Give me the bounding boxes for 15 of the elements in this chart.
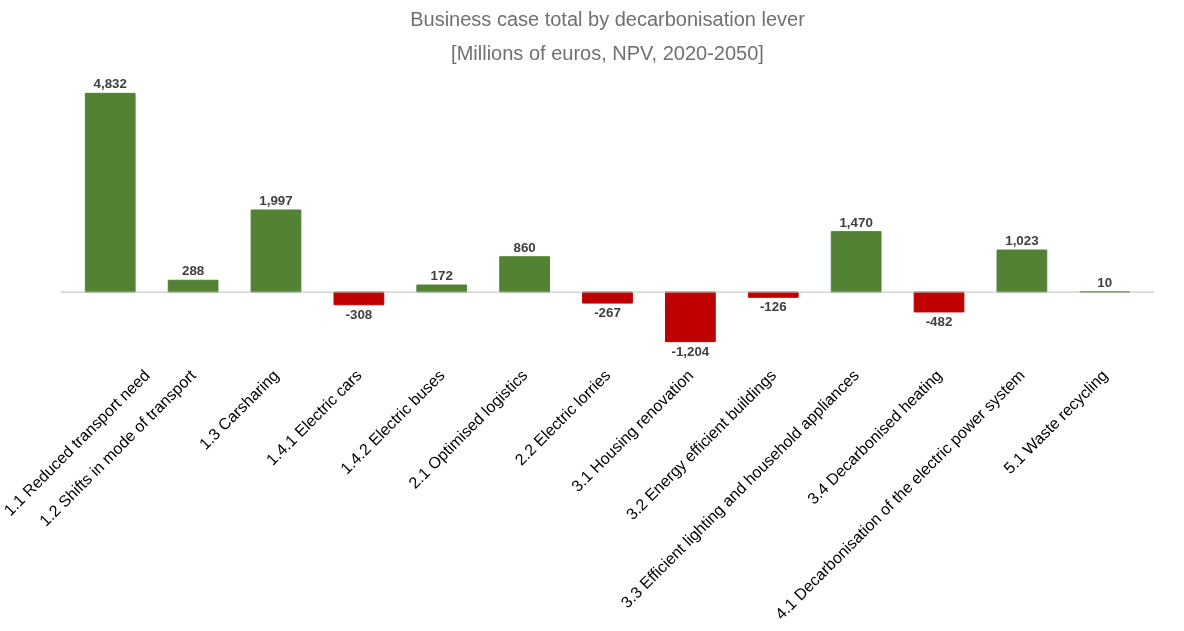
data-label: 172 [430,268,453,284]
data-label: 860 [513,239,536,255]
data-label: -308 [345,306,373,322]
chart-title: Business case total by decarbonisation lever [410,7,806,30]
data-label: -1,204 [671,343,710,359]
data-label: 4,832 [93,76,127,92]
data-label: 10 [1097,274,1113,290]
data-label: 1,997 [259,192,293,208]
data-label: 288 [181,263,205,279]
data-label: -267 [594,305,621,321]
data-label: 1,470 [839,214,873,230]
data-label: -482 [925,313,953,329]
chart-subtitle: [Millions of euros, NPV, 2020-2050] [451,41,764,64]
data-label: 1,023 [1005,233,1039,249]
data-label: -126 [759,299,787,315]
